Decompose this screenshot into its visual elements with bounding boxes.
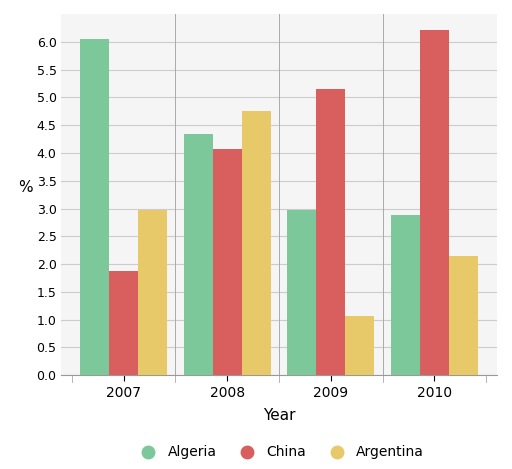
- Y-axis label: %: %: [18, 180, 33, 195]
- Bar: [391, 215, 420, 375]
- Bar: [242, 111, 271, 375]
- Legend: Algeria, China, Argentina: Algeria, China, Argentina: [129, 440, 430, 465]
- Bar: [184, 134, 212, 375]
- Bar: [138, 210, 167, 375]
- Bar: [80, 39, 109, 375]
- Bar: [287, 210, 316, 375]
- Bar: [212, 149, 242, 375]
- Bar: [109, 271, 138, 375]
- Bar: [346, 316, 374, 375]
- Bar: [420, 30, 449, 375]
- Bar: [449, 256, 478, 375]
- X-axis label: Year: Year: [263, 408, 295, 423]
- Bar: [316, 89, 346, 375]
